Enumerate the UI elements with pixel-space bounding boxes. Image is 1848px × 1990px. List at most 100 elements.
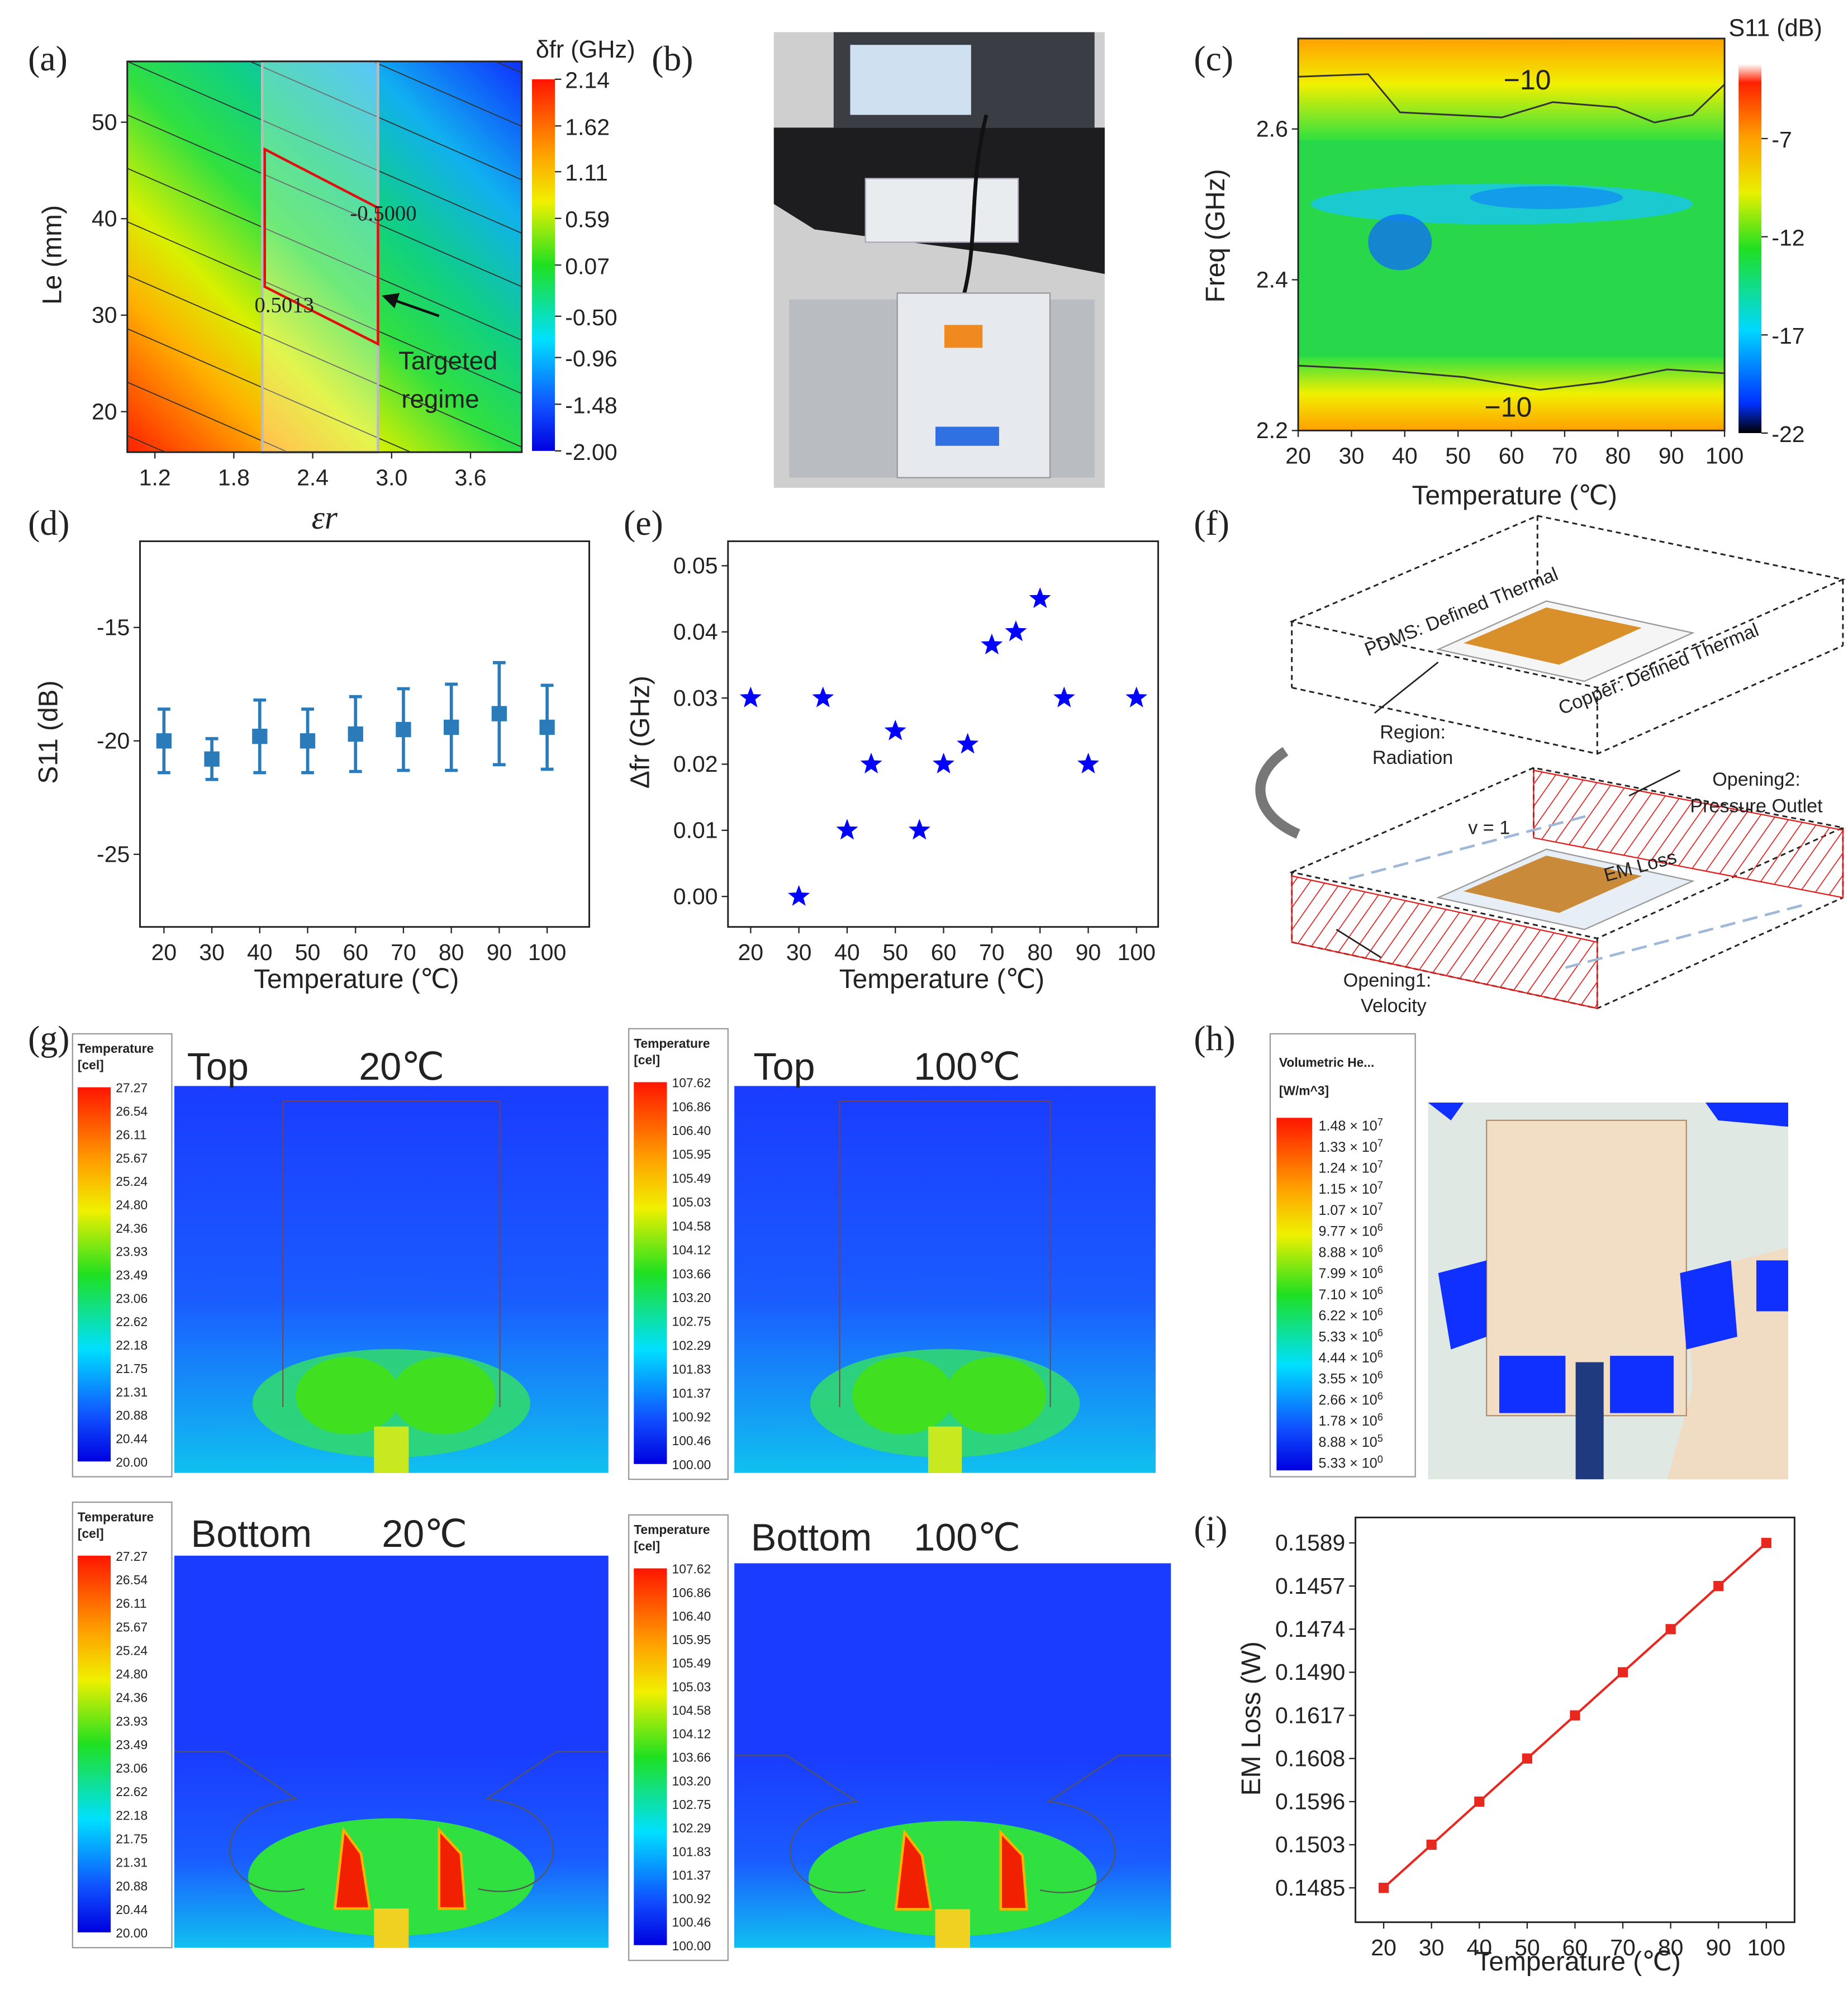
y-tick-label: 0.01 <box>673 817 718 843</box>
legend-label: 100.92 <box>672 1892 711 1906</box>
legend-bar <box>77 1087 111 1462</box>
legend-label: 26.11 <box>116 1127 146 1142</box>
exponent: 6 <box>1377 1285 1383 1296</box>
exponent: 6 <box>1377 1306 1383 1317</box>
x-tick-label: 30 <box>786 939 812 965</box>
point <box>1125 686 1148 707</box>
x-tick-label: 80 <box>1605 443 1631 469</box>
exponent: 5 <box>1377 1433 1383 1444</box>
legend-label: 8.88 × 106 <box>1319 1243 1383 1260</box>
colorbar-label: 0.07 <box>565 253 610 279</box>
point <box>812 686 834 707</box>
curved-arrow <box>1255 747 1300 839</box>
legend-bar <box>77 1555 111 1932</box>
legend-label: 20.88 <box>116 1408 148 1423</box>
arrow <box>391 298 440 317</box>
diagram-label: Opening1: <box>1343 970 1432 991</box>
mantissa: 7.99 × 10 <box>1319 1266 1377 1281</box>
legend-label: 103.66 <box>672 1266 711 1281</box>
y-tick-label: 30 <box>92 302 117 328</box>
x-tick-label: 90 <box>1706 1935 1731 1960</box>
mantissa: 8.88 × 10 <box>1319 1245 1377 1260</box>
contour <box>371 61 522 127</box>
opening2 <box>1533 770 1844 899</box>
plot-frame <box>126 60 523 453</box>
legend-label: 103.20 <box>672 1290 711 1305</box>
sim-feed <box>374 1426 409 1473</box>
point <box>1617 1667 1628 1678</box>
legend-label: 25.67 <box>116 1619 148 1634</box>
y-axis-label: Le (mm) <box>37 205 67 305</box>
x-tick-label: 20 <box>1285 443 1311 469</box>
exponent: 6 <box>1377 1264 1383 1275</box>
legend-label: 101.37 <box>672 1868 711 1882</box>
x-tick-label: 50 <box>1445 443 1471 469</box>
x-tick-label: 70 <box>979 939 1005 965</box>
colorbar-label: 2.14 <box>565 68 610 93</box>
y-tick-label: -15 <box>97 614 130 640</box>
legend-label: 105.49 <box>672 1171 711 1185</box>
contour <box>249 61 522 181</box>
scale <box>896 292 1051 478</box>
legend-label: 26.54 <box>116 1104 148 1119</box>
legend-label: 21.31 <box>116 1385 148 1399</box>
legend-label: 20.44 <box>116 1902 148 1917</box>
legend-label: 100.46 <box>672 1915 711 1930</box>
legend-label: 2.66 × 106 <box>1319 1390 1383 1408</box>
legend-label: 103.20 <box>672 1774 711 1788</box>
legend-label: 23.49 <box>116 1268 148 1283</box>
x-axis-label: εr <box>312 499 338 536</box>
point <box>396 721 411 738</box>
point <box>860 752 882 773</box>
legend-label: 6.22 × 106 <box>1319 1306 1383 1323</box>
y-axis-label: S11 (dB) <box>34 681 63 784</box>
mantissa: 3.55 × 10 <box>1319 1371 1377 1387</box>
colorbar-label: -0.50 <box>565 305 617 330</box>
legend-bar <box>634 1568 667 1945</box>
x-tick-label: 30 <box>1419 1935 1445 1960</box>
panel-label: (b) <box>652 39 693 78</box>
contour-label: −10 <box>1484 391 1532 422</box>
legend-label: 23.06 <box>116 1761 148 1775</box>
view-temperature: 100℃ <box>914 1046 1020 1088</box>
legend-label: 23.06 <box>116 1291 148 1305</box>
diagram-label: Region: <box>1380 722 1446 743</box>
x-tick-label: 70 <box>391 939 416 965</box>
x-tick-label: 80 <box>1658 1935 1684 1960</box>
legend-label: 22.18 <box>116 1808 148 1822</box>
legend-label: 104.58 <box>672 1219 711 1233</box>
x-tick-label: 20 <box>738 939 764 965</box>
x-tick-label: 60 <box>343 939 368 965</box>
contour <box>127 0 522 20</box>
point <box>252 728 268 744</box>
contour <box>127 382 289 453</box>
point <box>1426 1839 1437 1850</box>
point <box>1029 587 1051 609</box>
x-tick-label: 100 <box>1747 1935 1785 1960</box>
thermal-box <box>1289 515 1846 755</box>
point <box>981 633 1003 655</box>
contour <box>127 274 522 448</box>
y-tick-label: -20 <box>97 728 130 753</box>
legend-label: 103.66 <box>672 1750 711 1765</box>
exponent: 7 <box>1377 1158 1383 1170</box>
x-tick-label: 60 <box>1562 1935 1588 1960</box>
point <box>1378 1883 1389 1893</box>
legend-label: 104.12 <box>672 1727 711 1741</box>
sim-warm <box>391 1357 496 1435</box>
legend-label: 102.75 <box>672 1314 711 1329</box>
legend-label: 101.37 <box>672 1386 711 1400</box>
x-tick-label: 30 <box>1339 443 1365 469</box>
mantissa: 1.24 × 10 <box>1319 1161 1377 1176</box>
y-tick-label: 2.6 <box>1256 116 1288 141</box>
colorbar-label: -22 <box>1771 421 1804 447</box>
x-tick-label: 60 <box>1499 443 1524 469</box>
x-tick-label: 2.4 <box>297 464 329 490</box>
hot-region <box>1428 1102 1788 1413</box>
view-title: Top <box>187 1046 249 1088</box>
x-axis-label: Temperature (℃) <box>254 965 459 994</box>
legend-label: 23.93 <box>116 1714 148 1728</box>
point <box>932 752 954 773</box>
contour <box>127 61 522 234</box>
